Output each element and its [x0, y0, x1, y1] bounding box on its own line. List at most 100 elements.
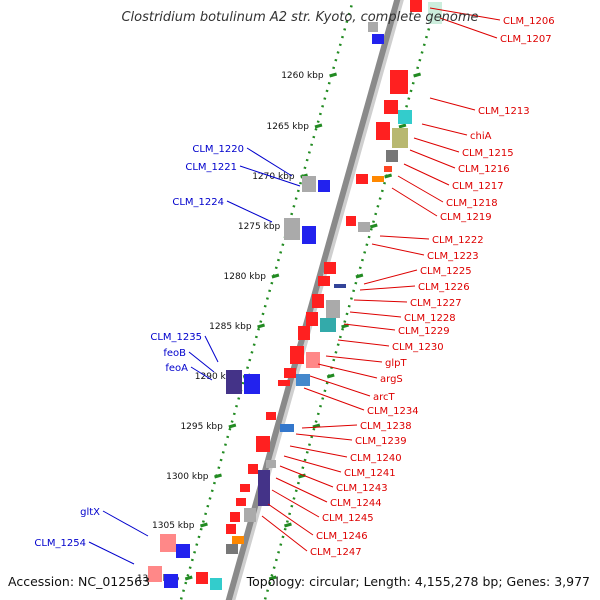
forward-gene-leader: [283, 455, 342, 473]
forward-gene-label-glpt: glpT: [385, 358, 407, 369]
forward-gene-feature: [384, 166, 392, 172]
reverse-gene-feature: [244, 374, 260, 394]
forward-gene-label-chia: chiA: [470, 131, 492, 142]
forward-gene-label-clm-1213: CLM_1213: [478, 106, 530, 117]
forward-ruler-track: [263, 0, 439, 600]
forward-gene-label-clm-1228: CLM_1228: [404, 313, 456, 324]
forward-gene-feature: [334, 284, 346, 288]
scale-label: 1285 kbp: [209, 322, 252, 332]
forward-gene-feature: [230, 512, 240, 522]
forward-gene-feature: [306, 352, 320, 368]
reverse-gene-feature: [302, 226, 316, 244]
reverse-gene-leader: [102, 510, 149, 537]
reverse-gene-feature: [302, 176, 316, 192]
reverse-gene-feature: [284, 218, 300, 240]
scale-label: 1305 kbp: [152, 521, 195, 531]
forward-gene-label-arct: arcT: [373, 392, 396, 403]
reverse-gene-feature: [160, 534, 176, 552]
forward-gene-feature: [428, 2, 442, 24]
forward-gene-label-clm-1207: CLM_1207: [500, 34, 552, 45]
forward-gene-feature: [356, 174, 368, 184]
forward-gene-leader: [439, 17, 498, 39]
scale-tick: [200, 522, 208, 528]
forward-gene-label-clm-1225: CLM_1225: [420, 266, 472, 277]
forward-gene-label-clm-1244: CLM_1244: [330, 498, 382, 509]
forward-gene-feature: [306, 312, 318, 326]
forward-gene-feature: [410, 0, 422, 12]
forward-gene-feature: [358, 222, 370, 232]
forward-gene-label-clm-1226: CLM_1226: [418, 282, 470, 293]
forward-gene-label-clm-1216: CLM_1216: [458, 164, 510, 175]
forward-gene-leader: [413, 137, 460, 153]
reverse-gene-label-feob: feoB: [163, 348, 186, 359]
forward-gene-feature: [196, 572, 208, 584]
reverse-gene-leader: [226, 200, 273, 223]
reverse-gene-leader: [204, 335, 219, 363]
forward-gene-leader: [359, 285, 416, 291]
forward-gene-leader: [289, 445, 348, 458]
scale-tick: [268, 575, 277, 581]
scale-tick: [413, 72, 422, 78]
forward-gene-feature: [266, 460, 276, 468]
forward-gene-feature: [324, 262, 336, 274]
forward-gene-feature: [232, 536, 244, 544]
forward-gene-label-clm-1222: CLM_1222: [432, 235, 484, 246]
forward-gene-feature: [326, 300, 340, 318]
forward-gene-feature: [372, 176, 384, 182]
scale-tick: [271, 273, 280, 279]
forward-gene-label-clm-1219: CLM_1219: [440, 212, 492, 223]
forward-gene-label-clm-1234: CLM_1234: [367, 406, 419, 417]
scale-tick: [214, 473, 222, 479]
forward-gene-feature: [266, 412, 276, 420]
scale-tick: [314, 123, 323, 129]
forward-gene-feature: [386, 150, 398, 162]
reverse-gene-label-gltx: gltX: [80, 507, 100, 518]
forward-gene-feature: [244, 508, 256, 522]
scale-tick: [326, 373, 335, 379]
forward-gene-leader: [317, 363, 378, 379]
forward-gene-leader: [275, 477, 328, 503]
forward-gene-feature: [376, 122, 390, 140]
forward-gene-leader: [295, 433, 353, 441]
forward-gene-leader: [271, 489, 320, 518]
forward-gene-leader: [409, 149, 456, 169]
forward-gene-feature: [290, 346, 304, 364]
forward-gene-leader: [261, 515, 308, 552]
forward-gene-feature: [320, 318, 336, 332]
reverse-gene-leader: [188, 351, 215, 373]
forward-gene-feature: [258, 470, 270, 506]
reverse-gene-feature: [164, 574, 178, 588]
forward-gene-label-clm-1245: CLM_1245: [322, 513, 374, 524]
forward-gene-feature: [278, 380, 290, 386]
reverse-gene-feature: [176, 544, 190, 558]
reverse-gene-label-clm-1224: CLM_1224: [172, 197, 224, 208]
scale-tick: [257, 323, 265, 329]
reverse-gene-label-clm-1220: CLM_1220: [192, 144, 244, 155]
forward-gene-feature: [318, 276, 330, 286]
accession-text: Accession: NC_012563: [8, 574, 151, 589]
forward-gene-label-clm-1241: CLM_1241: [344, 468, 396, 479]
forward-gene-label-clm-1230: CLM_1230: [392, 342, 444, 353]
scale-tick: [355, 273, 364, 279]
scale-tick: [384, 173, 393, 179]
scale-tick: [312, 423, 321, 429]
scale-label: 1260 kbp: [281, 71, 324, 81]
forward-gene-leader: [379, 235, 430, 240]
scale-label: 1290 kbp: [195, 372, 238, 382]
scale-tick: [398, 123, 407, 129]
reverse-gene-feature: [148, 566, 162, 582]
forward-gene-feature: [312, 294, 324, 308]
scale-tick: [329, 72, 338, 78]
forward-gene-leader: [421, 123, 468, 136]
forward-gene-label-clm-1223: CLM_1223: [427, 251, 479, 262]
forward-gene-leader: [303, 387, 365, 411]
forward-gene-label-clm-1243: CLM_1243: [336, 483, 388, 494]
forward-gene-feature: [236, 498, 246, 506]
forward-gene-feature: [210, 578, 222, 590]
forward-gene-feature: [298, 326, 310, 340]
forward-gene-leader: [349, 311, 402, 318]
reverse-gene-feature: [226, 370, 242, 394]
scale-label: 1265 kbp: [267, 122, 310, 132]
reverse-gene-label-clm-1221: CLM_1221: [185, 162, 237, 173]
reverse-gene-label-clm-1254: CLM_1254: [34, 538, 86, 549]
